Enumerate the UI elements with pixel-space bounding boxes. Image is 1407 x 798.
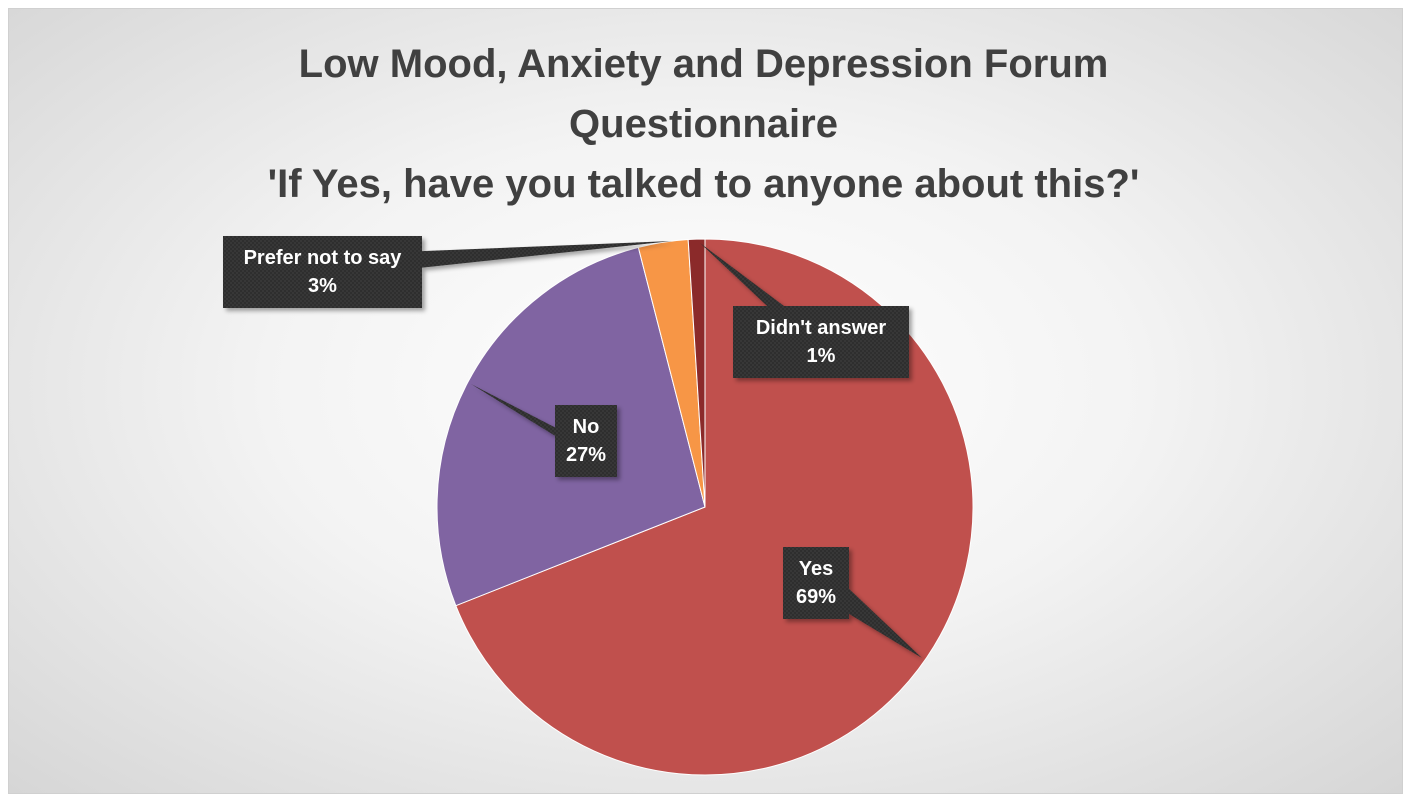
data-label-value-didn-t-answer: 1% — [807, 345, 836, 367]
data-label-value-no: 27% — [566, 444, 606, 466]
chart-title-line-3: 'If Yes, have you talked to anyone about… — [267, 162, 1140, 206]
data-label-category-didn-t-answer: Didn't answer — [756, 317, 887, 339]
callout-box-prefer-not-to-say — [223, 236, 422, 308]
callout-box-yes — [783, 547, 849, 619]
chart-title-line-2: Questionnaire — [569, 102, 838, 146]
data-label-category-prefer-not-to-say: Prefer not to say — [244, 247, 403, 269]
callout-box-no — [555, 405, 617, 477]
data-label-category-yes: Yes — [799, 558, 833, 580]
callout-pointer-yes — [826, 584, 922, 658]
chart-title-line-1: Low Mood, Anxiety and Depression Forum — [298, 42, 1109, 86]
data-label-value-yes: 69% — [796, 586, 836, 608]
data-label-value-prefer-not-to-say: 3% — [308, 275, 337, 297]
data-label-yes: Yes 69% — [783, 547, 922, 658]
data-label-no: No 27% — [471, 384, 617, 477]
data-label-didn-t-answer: Didn't answer 1% — [700, 243, 909, 378]
callout-pointer-no — [471, 384, 570, 445]
callout-pointer-prefer-not-to-say — [400, 241, 672, 270]
pie-slice-didn-t-answer — [687, 238, 706, 508]
data-label-category-no: No — [573, 416, 600, 438]
callout-pointer-didn-t-answer — [700, 243, 800, 318]
callout-box-didn-t-answer — [733, 306, 909, 378]
data-label-prefer-not-to-say: Prefer not to say 3% — [223, 236, 672, 308]
